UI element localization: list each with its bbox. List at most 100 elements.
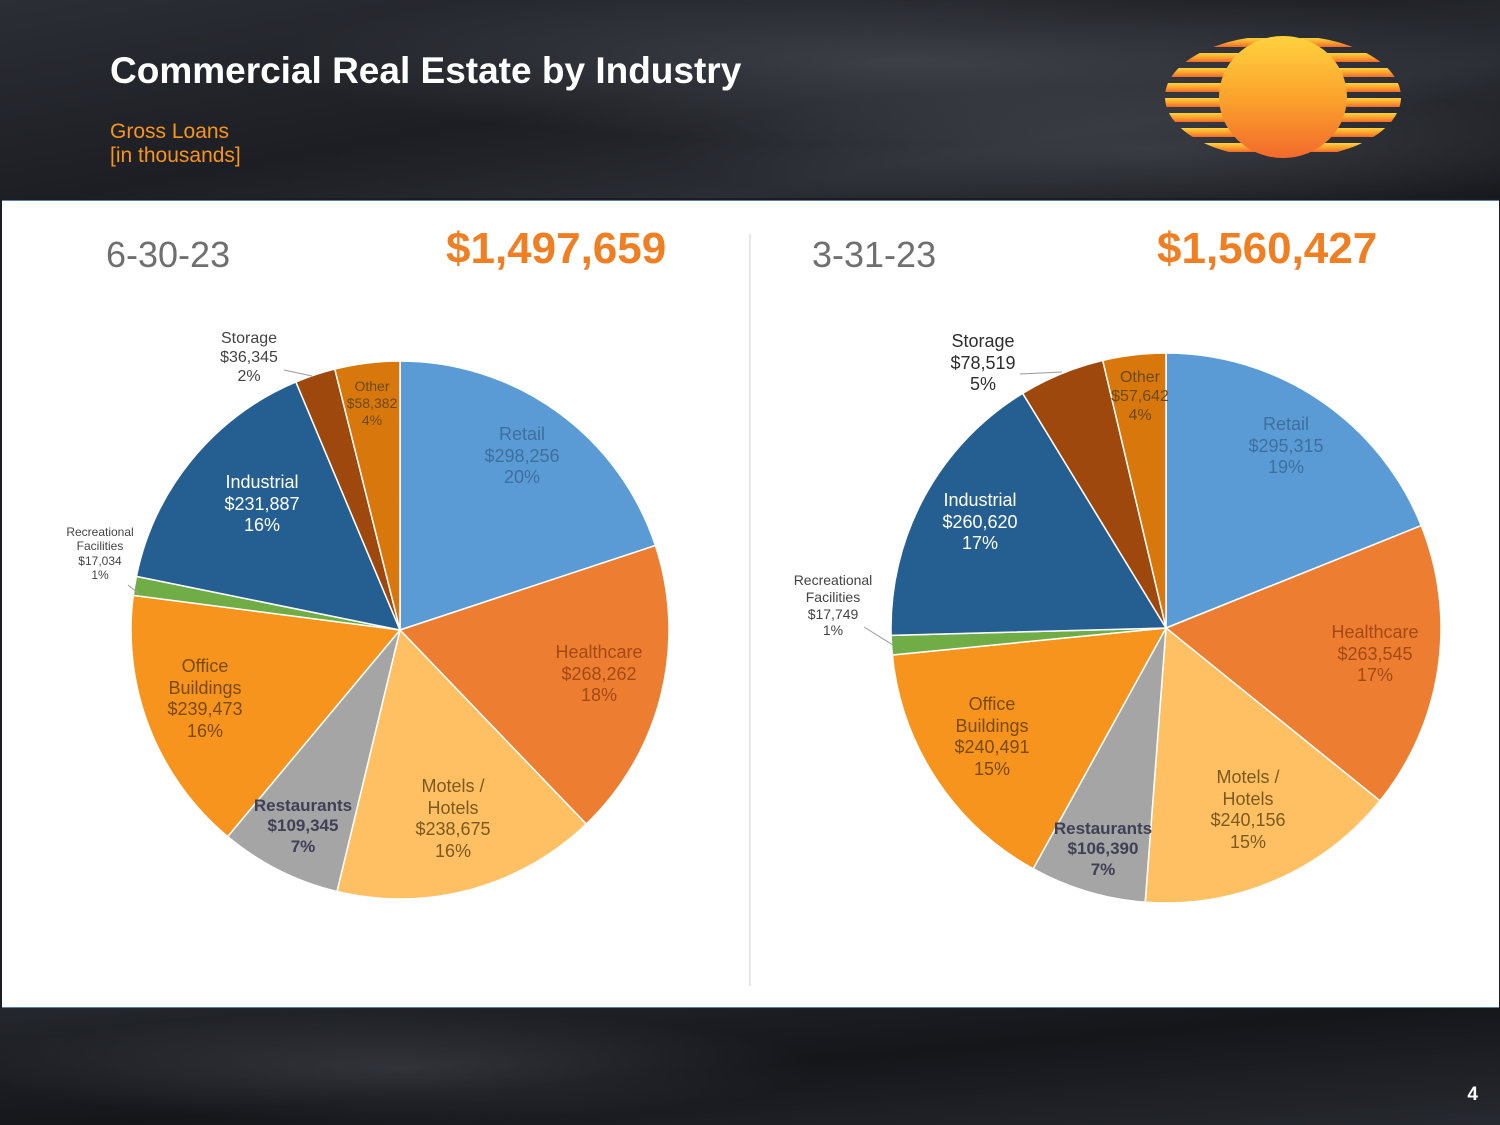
pie-slice-retail [1165,352,1423,630]
slice-name: Other [1119,369,1160,386]
leader-line-recreational [127,584,139,594]
slice-percent: 20% [503,467,541,488]
slice-label-recreational: RecreationalFacilities$17,7491%Recreatio… [794,572,873,639]
slice-label-healthcare: Healthcare $268,262 18% [555,642,642,707]
slice-label-restaurants: Restaurants $106,390 7% [1054,819,1152,880]
slice-value: $268,262 [561,663,637,684]
slice-value: $106,390 [1067,839,1139,859]
slice-name-line: Recreational [66,525,134,539]
leader-line-recreational [863,626,894,646]
pie-slice-industrial [890,392,1168,637]
pie-slice-office [130,594,402,838]
pie-slice-retail [399,360,657,632]
slice-value: $238,675 [415,819,491,840]
pie-slice-other [1101,352,1167,629]
slice-label-retail: Retail $295,315 19% [1248,414,1323,479]
slice-percent: 15% [1229,831,1267,852]
slice-percent: 4% [1128,407,1152,425]
slice-percent: 1% [822,622,844,639]
period-label-jun: 6-30-23 [106,234,231,275]
slice-name: Industrial [943,490,1017,510]
slice-name-line: Motels / [1216,767,1280,787]
leader-line-storage [283,369,313,377]
slice-label-other: Other $57,642 4% [1111,368,1169,426]
pie-slice-industrial [135,380,402,632]
pie-slice-healthcare [398,544,670,826]
pie-slice-other [333,360,401,631]
pie-slice-restaurants [226,629,401,893]
slice-name: Storage [220,330,278,347]
slice-name: Retail [1262,414,1310,434]
slice-percent: 16% [186,720,224,741]
period-label-mar: 3-31-23 [812,234,937,275]
page-number: 4 [1467,1084,1478,1105]
pie-slice-office [891,627,1168,870]
pie-slice-healthcare [1164,524,1442,802]
slice-value: $78,519 [950,352,1016,373]
sun-stripes-logo [1165,36,1401,158]
slice-label-storage: Storage $36,345 2% [220,329,278,387]
slice-name: Storage [951,331,1015,351]
slice-label-other: Other $58,382 4% [347,378,398,428]
subtitle-units: [in thousands] [110,144,241,167]
slice-percent: 18% [580,685,618,706]
slice-name: Industrial [225,472,299,492]
pie-slice-restaurants [1032,627,1167,904]
slice-percent: 5% [969,374,997,395]
slice-name-line: Buildings [955,715,1029,736]
slice-percent: 2% [237,368,261,386]
slice-label-healthcare: Healthcare $263,545 17% [1331,622,1418,687]
slice-label-restaurants: Restaurants $109,345 7% [254,796,352,857]
slice-value: $239,473 [167,699,243,720]
slice-name-line: Recreational [793,572,873,588]
slice-value: $58,382 [346,394,398,411]
slice-value: $17,034 [78,553,122,568]
slice-name-line: Facilities [805,588,861,605]
pie-slice-motels [1144,626,1381,904]
slice-percent: 16% [243,515,281,536]
slice-value: $240,156 [1210,810,1286,831]
subtitle-gross-loans: Gross Loans [110,120,230,143]
chart-divider [749,234,751,986]
slice-name-line: Buildings [168,677,242,698]
slice-value: $298,256 [484,445,560,466]
slice-value: $295,315 [1248,435,1324,456]
slice-percent: 4% [361,411,383,428]
slice-percent: 1% [91,568,109,583]
slice-value: $17,749 [807,605,859,622]
total-jun: $1,497,659 [446,224,667,273]
slice-value: $57,642 [1111,388,1169,406]
slice-name-line: Motels / [421,776,485,796]
slice-percent: 17% [961,533,999,554]
slice-name: Other [354,378,390,394]
pie-6-30-23 [130,360,670,900]
footer-band [0,1008,1500,1125]
slice-name-line: Office [968,694,1016,714]
pie-slice-motels [336,628,588,900]
slice-name-line: Hotels [427,797,479,818]
slice-value: $240,491 [954,737,1030,758]
slice-name-line: Facilities [76,539,124,554]
slice-name: Healthcare [555,642,643,662]
slice-name-line: Office [181,656,229,676]
slice-percent: 15% [973,758,1011,779]
pie-3-31-23 [890,352,1442,904]
slice-value: $231,887 [224,493,300,514]
total-mar: $1,560,427 [1157,224,1378,273]
slice-name: Healthcare [1331,622,1419,642]
slice-value: $260,620 [942,511,1018,532]
leader-line-storage [1019,371,1063,375]
slice-label-retail: Retail $298,256 20% [484,424,559,489]
slice-percent: 19% [1267,457,1305,478]
slice-label-recreational: RecreationalFacilities$17,0341%Recreatio… [66,525,133,583]
slice-percent: 7% [1090,859,1116,879]
slice-name: Retail [498,424,546,444]
slice-value: $263,545 [1337,643,1413,664]
slice-label-storage: Storage $78,519 5% [950,331,1015,396]
slice-label-industrial: Industrial $231,887 16% [224,472,299,537]
slice-name: Restaurants [253,796,353,815]
